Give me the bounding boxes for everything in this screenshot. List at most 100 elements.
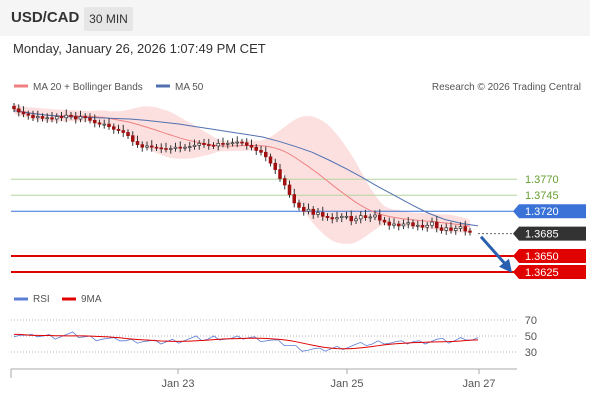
timeframe-button[interactable]: 30 MIN: [84, 7, 133, 31]
candle-body: [339, 215, 344, 218]
candle-body: [449, 227, 453, 231]
candle-body: [26, 113, 31, 116]
candle-body: [178, 146, 183, 149]
candle-body: [254, 146, 259, 151]
candle-body: [420, 224, 425, 228]
candle-body: [21, 111, 26, 115]
candle-body: [64, 114, 69, 119]
x-tick-label-jan23: Jan 23: [161, 378, 194, 390]
candle-body: [92, 119, 97, 124]
level-tag-1.3650: [513, 249, 586, 263]
candle-body: [259, 150, 263, 153]
candle-body: [316, 212, 320, 215]
candle-body: [358, 215, 363, 220]
candle-body: [458, 226, 463, 229]
candle-body: [35, 116, 40, 119]
candle-body: [88, 117, 92, 121]
candle-body: [349, 215, 354, 222]
x-tick-label-jan25: Jan 25: [330, 378, 363, 390]
forecast-arrow-shaft: [479, 235, 507, 265]
rsi-ma-line: [14, 333, 479, 350]
candle-body: [415, 224, 420, 227]
candle-body: [411, 222, 415, 227]
candle-body: [368, 216, 373, 219]
candle-body: [12, 105, 16, 110]
candle-body: [140, 144, 145, 148]
ma50-line: [13, 110, 479, 227]
candle-body: [73, 116, 78, 120]
candle-body: [211, 144, 216, 147]
candle-body: [145, 145, 149, 148]
candle-body: [202, 143, 206, 145]
chart-header: USD/CAD 30 MIN: [0, 0, 590, 36]
level-label-1.3720: 1.3720: [525, 206, 559, 218]
ma20-path: [13, 108, 471, 227]
timestamp: Monday, January 26, 2026 1:07:49 PM CET: [13, 41, 266, 56]
candle-body: [164, 148, 168, 150]
candle-body: [197, 143, 202, 146]
level-label-1.3745: 1.3745: [525, 190, 559, 202]
candle-body: [135, 141, 140, 145]
candle-body: [382, 219, 387, 223]
candle-body: [292, 194, 297, 204]
level-label-1.3685: 1.3685: [525, 229, 559, 241]
rsi-legend: RSI 9MA: [14, 294, 102, 305]
ma20-legend-label: MA 20 + Bollinger Bands: [33, 82, 143, 93]
candle-body: [240, 141, 244, 144]
candle-body: [206, 144, 211, 146]
candle-body: [59, 116, 64, 119]
candle-body: [434, 221, 439, 229]
candle-body: [97, 122, 102, 125]
candle-body: [187, 146, 192, 148]
candle-body: [287, 184, 292, 195]
candle-body: [126, 132, 130, 137]
candle-body: [325, 215, 330, 218]
candle-body: [278, 169, 282, 179]
candle-body: [268, 156, 273, 164]
level-tag-1.3720: [513, 204, 586, 219]
candle-body: [40, 116, 45, 119]
candle-body: [235, 141, 240, 144]
rsi-legend-label: RSI: [33, 294, 50, 305]
candle-body: [192, 144, 197, 147]
candle-body: [225, 143, 230, 145]
price-levels: 1.3770 1.3745 1.3720 1.3685 1.3650 1.3625: [11, 174, 586, 279]
forecast-arrow: [479, 235, 512, 273]
candle-body: [335, 217, 339, 220]
candle-body: [301, 207, 306, 212]
candle-body: [263, 151, 268, 158]
currency-pair-title: USD/CAD: [11, 9, 80, 26]
candle-body: [183, 146, 187, 149]
ma20-line: [13, 108, 471, 227]
candle-body: [468, 230, 472, 233]
candle-body: [306, 208, 311, 212]
candle-body: [430, 221, 434, 226]
rsi-ma-legend-label: 9MA: [81, 294, 102, 305]
candle-body: [354, 218, 358, 222]
candle-body: [406, 222, 411, 225]
level-tag-1.3685: [513, 226, 586, 241]
candle-body: [387, 221, 392, 226]
candle-body: [154, 146, 159, 149]
candle-body: [31, 114, 35, 119]
candle-body: [373, 214, 377, 218]
rsi-tick-label-30: 30: [525, 347, 537, 359]
research-credit: Research © 2026 Trading Central: [432, 82, 581, 93]
rsi-tick-label-50: 50: [525, 331, 537, 343]
candle-body: [102, 123, 107, 126]
candle-body: [273, 162, 278, 170]
candle-body: [401, 223, 406, 227]
candle-body: [297, 202, 301, 208]
candle-body: [78, 116, 83, 120]
candle-body: [69, 114, 73, 117]
candle-body: [249, 144, 254, 148]
candle-body: [463, 226, 468, 232]
candle-body: [121, 130, 126, 133]
bollinger-bands: [14, 103, 470, 244]
rsi-tick-label-70: 70: [525, 315, 537, 327]
x-tick-label-jan27: Jan 27: [462, 378, 495, 390]
candle-body: [392, 223, 396, 226]
bollinger-band-area: [14, 103, 470, 244]
candle-body: [311, 208, 316, 215]
